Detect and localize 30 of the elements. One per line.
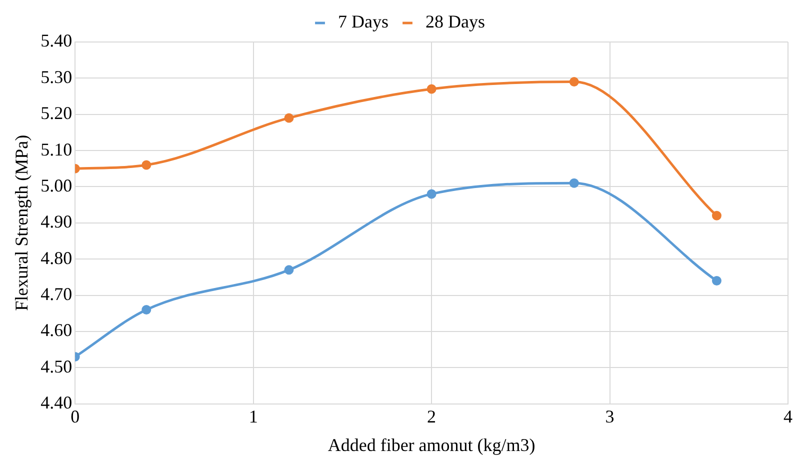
x-tick-label: 4 — [784, 406, 792, 426]
y-tick-label: 5.00 — [40, 175, 72, 196]
legend-label: 7 Days — [338, 12, 389, 32]
y-tick-label: 5.40 — [40, 30, 72, 51]
x-tick-label: 2 — [427, 406, 436, 426]
point — [712, 210, 722, 220]
point — [426, 189, 436, 199]
legend-label: 28 Days — [426, 12, 485, 32]
point — [712, 276, 722, 286]
point — [569, 77, 579, 87]
point — [142, 160, 152, 170]
y-tick-label: 5.30 — [40, 66, 72, 87]
x-tick-label: 0 — [70, 406, 80, 426]
y-tick-label: 4.50 — [40, 356, 72, 376]
x-axis-title: Added fiber amonut (kg/m3) — [328, 434, 536, 455]
point — [284, 265, 294, 275]
y-tick-label: 4.90 — [40, 212, 72, 232]
point — [142, 304, 152, 314]
point — [284, 113, 294, 123]
y-tick-label: 4.70 — [40, 284, 72, 304]
x-tick-label: 3 — [605, 406, 614, 426]
point — [426, 84, 436, 94]
y-axis-title: Flexural Strength (MPa) — [12, 134, 32, 311]
y-tick-label: 4.60 — [40, 320, 72, 340]
y-tick-label: 5.10 — [40, 139, 72, 160]
y-tick-label: 4.40 — [40, 392, 72, 413]
y-tick-label: 5.20 — [40, 103, 72, 124]
point — [569, 178, 579, 188]
x-tick-label: 1 — [248, 406, 258, 426]
y-tick-label: 4.80 — [40, 248, 72, 268]
